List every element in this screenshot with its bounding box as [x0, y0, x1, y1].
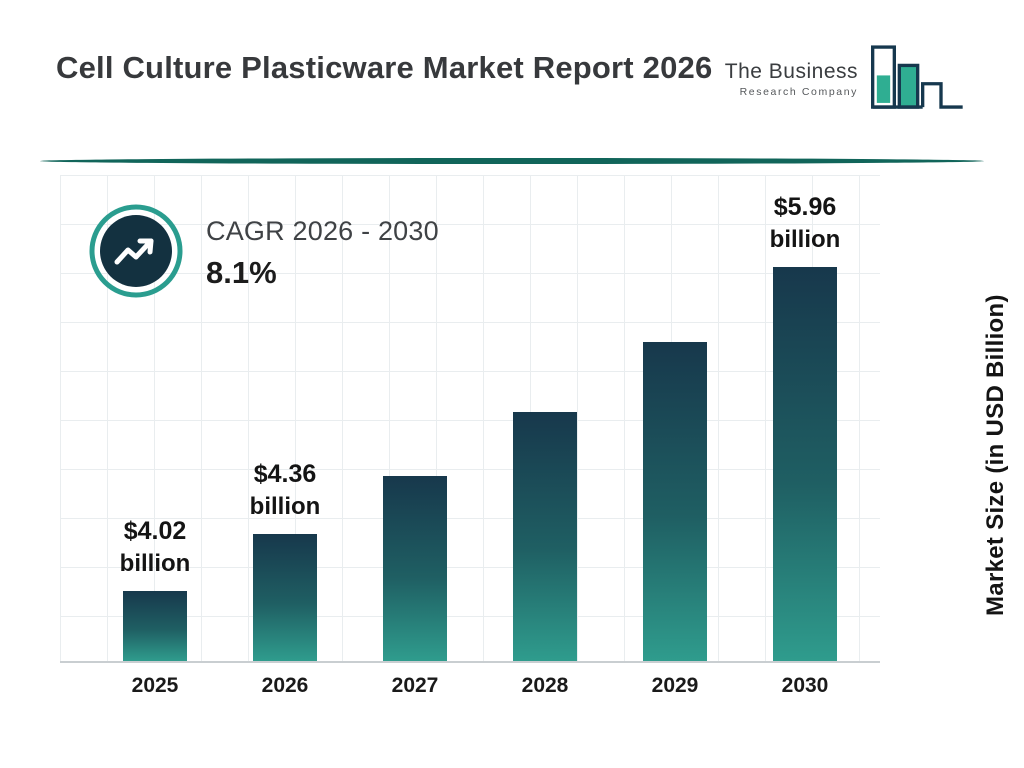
- chart-region: $4.02 billion $4.36 billion $5.96 billion CAG…: [60, 175, 880, 709]
- bar-value-label: $4.36: [253, 460, 317, 489]
- title-divider: [40, 158, 984, 164]
- bar: [773, 267, 837, 661]
- logo-subtitle: Research Company: [739, 86, 858, 98]
- bar-chart-logo-icon: [866, 38, 966, 127]
- x-tick-label: 2029: [651, 674, 699, 697]
- bar: [253, 534, 317, 661]
- x-tick-label: 2030: [781, 674, 829, 697]
- bar: [123, 591, 187, 661]
- bar-label: $5.96 billion: [770, 191, 841, 255]
- bar-column: $4.02 billion: [90, 515, 220, 661]
- page-title: Cell Culture Plasticware Market Report 2…: [56, 50, 713, 85]
- bar: [383, 476, 447, 661]
- bar-value-label: $4.02: [123, 517, 187, 546]
- bar-value-label: $5.96: [773, 193, 837, 222]
- bar: [513, 412, 577, 661]
- cagr-value: 8.1%: [206, 255, 277, 290]
- company-logo: The Business Research Company: [725, 38, 966, 127]
- bar-column: $4.36 billion: [220, 458, 350, 661]
- cagr-label: CAGR 2026 - 2030: [206, 216, 439, 246]
- bar-unit-label: billion: [769, 225, 841, 253]
- plot-area: $4.02 billion $4.36 billion $5.96 billion CAG…: [60, 175, 880, 663]
- logo-text: The Business Research Company: [725, 60, 858, 98]
- bar-label: $4.36 billion: [250, 458, 321, 522]
- bar-label: $4.02 billion: [120, 515, 191, 579]
- x-tick-label: 2025: [131, 674, 179, 697]
- bar-column: [610, 342, 740, 661]
- x-tick-label: 2027: [391, 674, 439, 697]
- x-tick-label: 2028: [521, 674, 569, 697]
- bar-unit-label: billion: [119, 549, 191, 577]
- x-tick-label: 2026: [261, 674, 309, 697]
- bars-row: $4.02 billion $4.36 billion $5.96 billion: [90, 175, 870, 661]
- bar: [643, 342, 707, 661]
- growth-trend-icon: [88, 203, 184, 304]
- cagr-badge: CAGR 2026 - 2030 8.1%: [88, 203, 439, 304]
- logo-name: The Business: [724, 60, 858, 83]
- bar-unit-label: billion: [249, 492, 321, 520]
- bar-column: [480, 412, 610, 661]
- years-row: 2025 2026 2027 2028 2029 2030: [60, 663, 880, 709]
- bar-column: $5.96 billion: [740, 191, 870, 661]
- bar-column: [350, 476, 480, 661]
- y-axis-label: Market Size (in USD Billion): [982, 294, 1009, 616]
- cagr-text: CAGR 2026 - 2030 8.1%: [206, 216, 439, 291]
